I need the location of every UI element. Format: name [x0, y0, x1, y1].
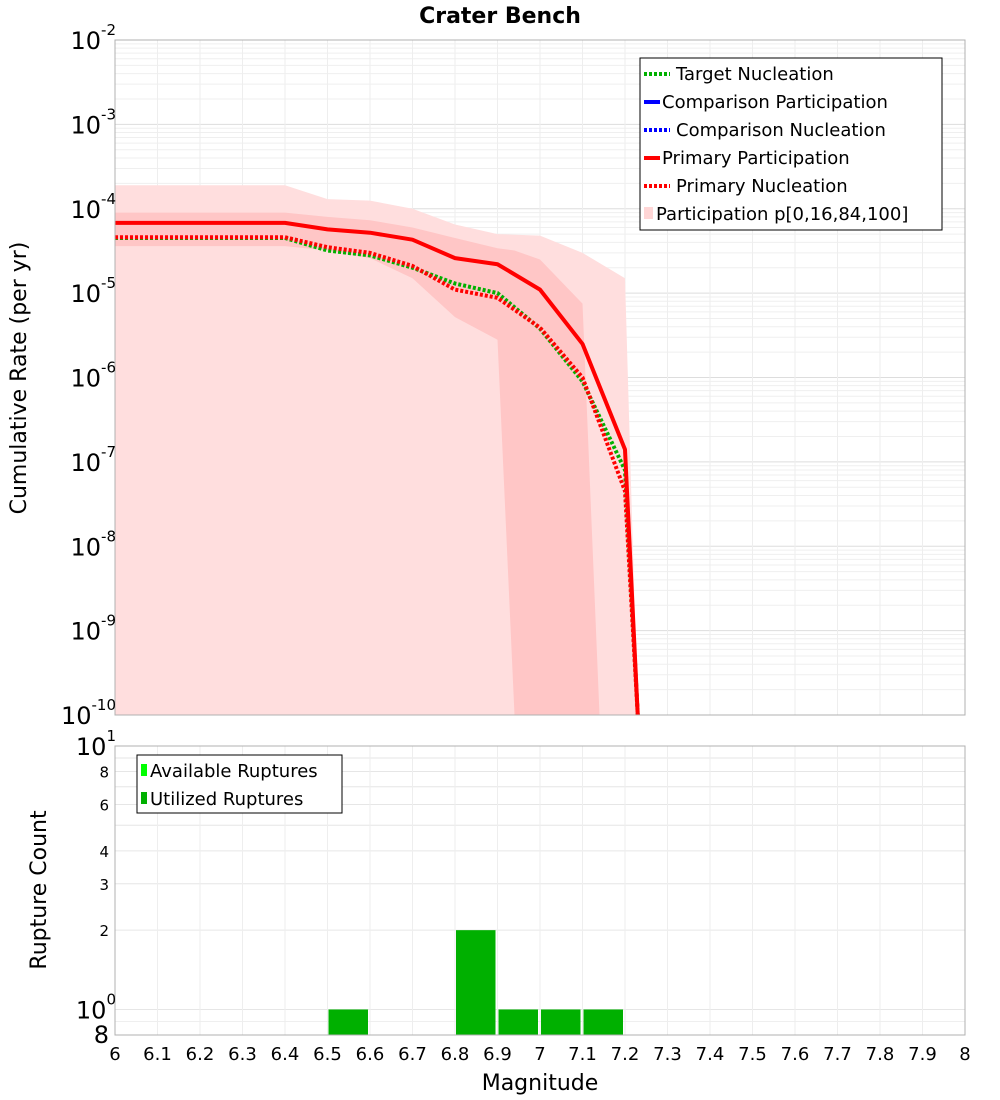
x-tick-label: 6.6 [356, 1044, 385, 1065]
y-tick-label: 100 [76, 990, 116, 1024]
x-tick-label: 6.7 [398, 1044, 427, 1065]
x-tick-label: 6.3 [228, 1044, 257, 1065]
rate-plot-bands [115, 185, 638, 716]
x-axis-label: Magnitude [482, 1071, 599, 1096]
rate-plot-y-ticks: 10-2 10-3 10-4 10-5 10-6 10-7 10-8 10-9 10-10 [61, 21, 116, 730]
y-tick-label: 4 [99, 843, 109, 861]
y-tick-label: 10-5 [70, 274, 116, 308]
legend-label-target-nucleation: Target Nucleation [675, 64, 834, 85]
x-tick-label: 6 [109, 1044, 120, 1065]
x-tick-label: 6.2 [186, 1044, 215, 1065]
legend-label-utilized-ruptures: Utilized Ruptures [150, 789, 303, 810]
chart-title: Crater Bench [419, 4, 581, 29]
y-tick-label: 10-4 [70, 190, 116, 224]
x-tick-label: 7.4 [696, 1044, 725, 1065]
x-tick-label: 6.8 [441, 1044, 470, 1065]
x-tick-label: 7.6 [781, 1044, 810, 1065]
rupture-bar [328, 1009, 368, 1035]
rate-legend-box [639, 57, 943, 231]
x-tick-label: 7.2 [611, 1044, 640, 1065]
participation-band-inner [115, 212, 600, 716]
legend-swatch-available-ruptures [141, 764, 147, 776]
legend-label-comparison-participation: Comparison Participation [662, 92, 888, 113]
y-tick-label: 3 [99, 876, 109, 894]
rupture-bar [541, 1009, 581, 1035]
x-tick-label: 8 [959, 1044, 970, 1065]
rate-plot-lines [115, 220, 640, 716]
y-tick-label: 10-10 [61, 696, 116, 730]
legend-swatch-utilized-ruptures [141, 792, 147, 804]
y-tick-label: 10-9 [70, 612, 116, 646]
series-line-primary-participation [115, 220, 640, 716]
y-tick-label: 8 [99, 764, 109, 782]
x-tick-label: 7.8 [866, 1044, 895, 1065]
y-tick-label: 10-3 [70, 105, 116, 139]
x-tick-label: 6.5 [313, 1044, 342, 1065]
y-tick-label: 6 [99, 796, 109, 814]
rupture-plot-legend: Available Ruptures Utilized Ruptures [136, 754, 343, 814]
legend-label-available-ruptures: Available Ruptures [150, 761, 318, 782]
legend-label-primary-nucleation: Primary Nucleation [676, 176, 848, 197]
y-tick-label: 101 [76, 727, 116, 761]
rupture-plot-bars [328, 930, 623, 1035]
rupture-bar [583, 1009, 623, 1035]
rupture-plot-x-ticks: 6 6.1 6.2 6.3 6.4 6.5 6.6 6.7 6.8 6.9 7 7.1 7.2 7.3 7.… [109, 1044, 970, 1065]
rate-plot-legend: Target Nucleation Comparison Participati… [639, 57, 943, 231]
rate-plot-frame [114, 39, 966, 716]
rate-plot: 10-2 10-3 10-4 10-5 10-6 10-7 10-8 10-9 10-10 Cu… [7, 21, 966, 730]
y-tick-label: 2 [99, 922, 109, 940]
x-tick-label: 6.1 [143, 1044, 172, 1065]
series-line-primary-nucleation [115, 235, 640, 716]
x-tick-label: 7 [534, 1044, 545, 1065]
legend-label-primary-participation: Primary Participation [662, 148, 850, 169]
rupture-plot-frame [114, 745, 966, 1036]
y-tick-label: 8 [94, 1021, 109, 1049]
x-tick-label: 6.9 [483, 1044, 512, 1065]
legend-label-comparison-nucleation: Comparison Nucleation [676, 120, 886, 141]
legend-label-participation-band: Participation p[0,16,84,100] [656, 204, 908, 225]
x-tick-label: 7.5 [738, 1044, 767, 1065]
legend-swatch-participation-band [644, 207, 653, 219]
rupture-legend-box [136, 754, 343, 814]
y-tick-label: 10-2 [70, 21, 116, 55]
rate-plot-y-label: Cumulative Rate (per yr) [7, 242, 32, 515]
y-tick-label: 10-6 [70, 359, 116, 393]
rupture-bar [456, 930, 496, 1035]
rupture-plot-y-label: Rupture Count [27, 810, 52, 970]
x-tick-label: 6.4 [271, 1044, 300, 1065]
x-tick-label: 7.3 [653, 1044, 682, 1065]
x-tick-label: 7.7 [823, 1044, 852, 1065]
rupture-plot-grid [114, 745, 966, 1035]
y-tick-label: 10-8 [70, 527, 116, 561]
y-tick-label: 10-7 [70, 443, 116, 477]
rupture-bar [498, 1009, 538, 1035]
x-tick-label: 7.9 [908, 1044, 937, 1065]
x-tick-label: 7.1 [568, 1044, 597, 1065]
